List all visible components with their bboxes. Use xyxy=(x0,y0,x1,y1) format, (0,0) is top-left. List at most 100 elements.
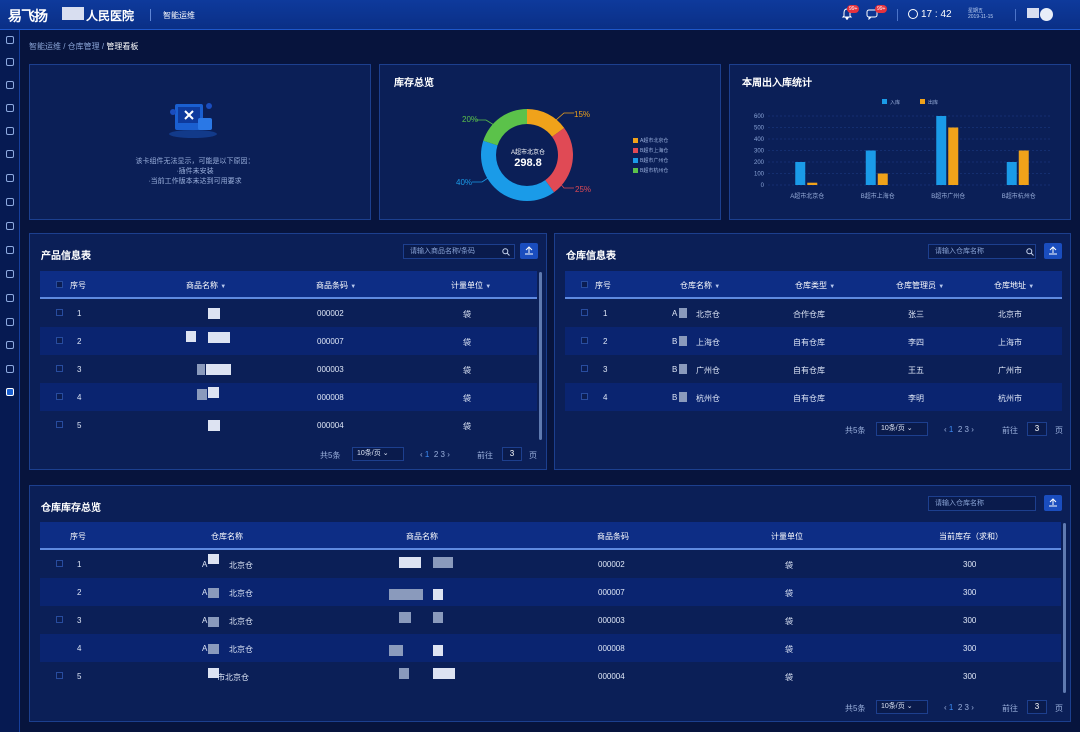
bar[interactable] xyxy=(948,127,959,186)
sidebar-icon-8[interactable] xyxy=(6,246,14,254)
menu-icon[interactable] xyxy=(6,36,14,44)
select-all-checkbox[interactable] xyxy=(56,281,63,288)
sort-caret-icon[interactable]: ▼ xyxy=(714,284,721,290)
page-number[interactable]: 1 xyxy=(948,425,954,434)
donut-slice[interactable] xyxy=(481,140,555,201)
table-row[interactable]: 4 B 杭州仓 自有仓库 李明 杭州市 xyxy=(565,383,1062,411)
col-header[interactable]: 仓库管理员 ▼ xyxy=(896,280,944,291)
col-header[interactable]: 仓库地址 ▼ xyxy=(994,280,1034,291)
row-checkbox[interactable] xyxy=(581,393,588,400)
page-size-select[interactable]: 10条/页 ⌄ xyxy=(352,447,404,461)
table-row[interactable]: 4 000008 袋 xyxy=(40,383,537,411)
warehouse-search-input[interactable]: 请输入仓库名称 xyxy=(928,244,1036,259)
page-number[interactable]: 3 xyxy=(440,450,445,459)
table-row[interactable]: 5 000004 袋 xyxy=(40,411,537,439)
table-row[interactable]: 1 A 北京仓 合作仓库 张三 北京市 xyxy=(565,299,1062,327)
app-logo[interactable]: 易飞扬 xyxy=(8,8,48,24)
table-row[interactable]: 3 A 北京仓 000003 袋 300 xyxy=(40,606,1061,634)
prev-page-icon[interactable]: ‹ xyxy=(420,450,423,459)
table-row[interactable]: 3 B 广州仓 自有仓库 王五 广州市 xyxy=(565,355,1062,383)
avatar[interactable] xyxy=(1040,8,1053,21)
col-header[interactable]: 仓库类型 ▼ xyxy=(795,280,835,291)
product-search-input[interactable]: 请输入商品名称/条码 xyxy=(403,244,515,259)
page-size-select[interactable]: 10条/页 ⌄ xyxy=(876,422,928,436)
col-header[interactable]: 计量单位 ▼ xyxy=(451,280,491,291)
table-row[interactable]: 2 B 上海仓 自有仓库 李四 上海市 xyxy=(565,327,1062,355)
next-page-icon[interactable]: › xyxy=(447,450,450,459)
row-checkbox[interactable] xyxy=(56,393,63,400)
sort-caret-icon[interactable]: ▼ xyxy=(1028,284,1035,290)
table-row[interactable]: 2 000007 袋 xyxy=(40,327,537,355)
export-button[interactable] xyxy=(520,243,538,259)
sidebar-icon-12[interactable] xyxy=(6,341,14,349)
prev-page-icon[interactable]: ‹ xyxy=(944,703,947,712)
sidebar-icon-5[interactable] xyxy=(6,150,14,158)
row-checkbox[interactable] xyxy=(56,421,63,428)
sort-caret-icon[interactable]: ▼ xyxy=(829,284,836,290)
row-checkbox[interactable] xyxy=(56,365,63,372)
row-checkbox[interactable] xyxy=(581,337,588,344)
page-number[interactable]: 3 xyxy=(964,703,969,712)
bar[interactable] xyxy=(1018,150,1029,186)
col-header[interactable]: 仓库名称 ▼ xyxy=(680,280,720,291)
next-page-icon[interactable]: › xyxy=(971,425,974,434)
goto-page-input[interactable]: 3 xyxy=(1027,700,1047,714)
donut-slice[interactable] xyxy=(527,109,565,137)
table-row[interactable]: 3 000003 袋 xyxy=(40,355,537,383)
bar[interactable] xyxy=(807,182,818,185)
search-icon[interactable] xyxy=(502,248,510,256)
page-number[interactable]: 3 xyxy=(964,425,969,434)
col-header[interactable]: 商品名称 ▼ xyxy=(186,280,226,291)
sort-caret-icon[interactable]: ▼ xyxy=(485,284,492,290)
sidebar-icon-2[interactable] xyxy=(6,81,14,89)
table-row[interactable]: 2 A 北京仓 000007 袋 300 xyxy=(40,578,1061,606)
bar[interactable] xyxy=(795,162,806,185)
prev-page-icon[interactable]: ‹ xyxy=(944,425,947,434)
gear-icon[interactable] xyxy=(6,388,14,396)
sidebar-icon-3[interactable] xyxy=(6,104,14,112)
sort-caret-icon[interactable]: ▼ xyxy=(220,284,227,290)
sidebar-icon-9[interactable] xyxy=(6,270,14,278)
bar[interactable] xyxy=(877,173,888,186)
table-row[interactable]: 1 A 北京仓 000002 袋 300 xyxy=(40,550,1061,578)
row-checkbox[interactable] xyxy=(581,365,588,372)
row-checkbox[interactable] xyxy=(56,616,63,623)
table-row[interactable]: 4 A 北京仓 000008 袋 300 xyxy=(40,634,1061,662)
page-number[interactable]: 1 xyxy=(948,703,954,712)
home-icon[interactable] xyxy=(6,222,14,230)
sidebar-icon-7[interactable] xyxy=(6,198,14,206)
goto-page-input[interactable]: 3 xyxy=(1027,422,1047,436)
bar[interactable] xyxy=(1006,162,1017,185)
bar[interactable] xyxy=(936,116,947,185)
row-checkbox[interactable] xyxy=(56,560,63,567)
message-icon[interactable] xyxy=(866,8,878,20)
row-checkbox[interactable] xyxy=(56,672,63,679)
page-number[interactable]: 2 xyxy=(957,425,963,434)
page-size-select[interactable]: 10条/页 ⌄ xyxy=(876,700,928,714)
export-button[interactable] xyxy=(1044,243,1062,259)
row-checkbox[interactable] xyxy=(56,337,63,344)
export-button[interactable] xyxy=(1044,495,1062,511)
scrollbar[interactable] xyxy=(1063,523,1066,693)
sidebar-icon-13[interactable] xyxy=(6,365,14,373)
sidebar-icon-6[interactable] xyxy=(6,174,14,182)
scrollbar[interactable] xyxy=(539,272,542,440)
next-page-icon[interactable]: › xyxy=(971,703,974,712)
donut-slice[interactable] xyxy=(545,127,573,193)
table-row[interactable]: 1 000002 袋 xyxy=(40,299,537,327)
row-checkbox[interactable] xyxy=(56,309,63,316)
goto-page-input[interactable]: 3 xyxy=(502,447,522,461)
page-number[interactable]: 2 xyxy=(957,703,963,712)
breadcrumb-item[interactable]: 仓库管理 xyxy=(67,42,100,51)
sidebar-icon-4[interactable] xyxy=(6,127,14,135)
sort-caret-icon[interactable]: ▼ xyxy=(350,284,357,290)
sidebar-icon-11[interactable] xyxy=(6,318,14,326)
col-header[interactable]: 商品条码 ▼ xyxy=(316,280,356,291)
select-all-checkbox[interactable] xyxy=(581,281,588,288)
stock-search-input[interactable]: 请输入仓库名称 xyxy=(928,496,1036,511)
row-checkbox[interactable] xyxy=(581,309,588,316)
search-icon[interactable] xyxy=(1026,248,1034,256)
page-number[interactable]: 2 xyxy=(433,450,439,459)
table-row[interactable]: 5 市北京仓 000004 袋 300 xyxy=(40,662,1061,690)
sidebar-icon-10[interactable] xyxy=(6,294,14,302)
